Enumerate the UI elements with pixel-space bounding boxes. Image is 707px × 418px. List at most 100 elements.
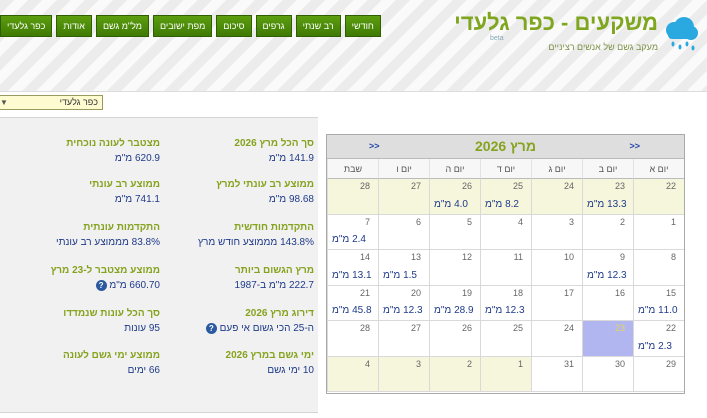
calendar-day[interactable]: 24 — [531, 179, 582, 215]
calendar-day[interactable]: 17 — [531, 285, 582, 321]
calendar-day[interactable]: 9 12.3 מ"מ — [582, 250, 633, 286]
calendar-day[interactable]: 3 — [378, 356, 429, 392]
day-number: 24 — [563, 323, 574, 333]
stat-avg-to-23: ממוצע מצטבר ל-23 מרץ 660.70 מ"מ ? — [6, 265, 160, 291]
calendar-day[interactable]: 1 — [480, 356, 531, 392]
calendar-day[interactable]: 6 — [378, 214, 429, 250]
header: משקעים - כפר גלעדי beta מעקב גשם של אנשי… — [0, 0, 707, 92]
calendar-day[interactable]: 20 12.3 מ"מ — [378, 285, 429, 321]
calendar-title: מרץ 2026 — [475, 138, 536, 154]
calendar-day[interactable]: 5 — [429, 214, 480, 250]
calendar-day[interactable]: 22 — [633, 179, 684, 215]
info-icon[interactable]: ? — [205, 323, 217, 334]
nav-rain-forecast[interactable]: מל"מ גשם — [95, 15, 149, 37]
nav-town[interactable]: כפר גלעדי — [0, 15, 53, 37]
calendar-day[interactable]: 2 — [429, 356, 480, 392]
main-nav: כפר גלעדי אודות מל"מ גשם מפת ישובים סיכו… — [0, 15, 385, 37]
day-rain-amount: 2.4 מ"מ — [332, 234, 366, 245]
site-subtitle: מעקב גשם של אנשים רציניים — [548, 42, 658, 52]
stat-value: 620.9 מ"מ — [114, 153, 160, 164]
calendar-next-button[interactable]: << — [629, 141, 640, 151]
day-number: 29 — [665, 358, 676, 369]
stat-label: סך הכל מרץ 2026 — [234, 138, 314, 149]
calendar-day[interactable]: 31 — [531, 356, 582, 392]
calendar-day[interactable]: 25 — [480, 321, 531, 357]
stat-monthly-progress: התקדמות חודשית 143.8% מממוצע חודש מרץ — [170, 222, 314, 248]
calendar-day[interactable]: 27 — [378, 179, 429, 215]
calendar-day[interactable]: 23 13.3 מ"מ — [582, 179, 633, 215]
calendar-day[interactable]: 27 — [378, 321, 429, 357]
calendar-header: << מרץ 2026 << — [327, 135, 684, 159]
nav-monthly[interactable]: חודשי — [344, 15, 381, 37]
calendar-day[interactable]: 13 1.5 מ"מ — [378, 250, 429, 286]
stat-label: מצטבר לעונה נוכחית — [66, 138, 160, 149]
day-number: 16 — [614, 287, 625, 298]
day-number: 21 — [359, 287, 370, 298]
day-rain-amount: 12.3 מ"מ — [485, 305, 525, 316]
day-rain-amount: 11.0 מ"מ — [638, 305, 678, 316]
day-number: 6 — [415, 216, 421, 227]
stat-label: ממוצע רב עונתי למרץ — [216, 179, 314, 190]
calendar-day-today[interactable]: 23 — [582, 321, 633, 357]
calendar-day[interactable]: 24 — [531, 321, 582, 357]
stat-rain-days: ימי גשם במרץ 2026 10 ימי גשם — [170, 350, 314, 376]
day-number: 26 — [461, 323, 472, 333]
calendar-day[interactable]: 28 — [327, 321, 378, 357]
rain-calendar: << מרץ 2026 << יום א יום ב יום ג יום ד יום ה… — [326, 134, 685, 394]
nav-towns-map[interactable]: מפת ישובים — [152, 15, 213, 37]
day-rain-amount: 1.5 מ"מ — [383, 269, 417, 281]
calendar-day[interactable]: 26 — [429, 321, 480, 357]
nav-graphs[interactable]: גרפים — [255, 15, 292, 37]
calendar-day[interactable]: 29 — [633, 356, 684, 392]
stat-value: 66 ימים — [127, 365, 160, 376]
calendar-day[interactable]: 26 4.0 מ"מ — [429, 179, 480, 215]
town-select[interactable]: כפר גלעדי ▼ — [0, 95, 103, 110]
calendar-day[interactable]: 10 — [531, 250, 582, 286]
calendar-prev-button[interactable]: << — [369, 141, 380, 151]
calendar-day[interactable]: 21 45.8 מ"מ — [327, 285, 378, 321]
stat-label: ממוצע רב עונתי — [89, 179, 160, 190]
day-rain-amount: 4.0 מ"מ — [434, 198, 468, 210]
stat-label: מרץ הגשום ביותר — [234, 265, 314, 276]
day-number: 1 — [517, 358, 523, 369]
info-icon[interactable]: ? — [95, 280, 107, 291]
calendar-day[interactable]: 2 — [582, 214, 633, 250]
day-number: 28 — [359, 181, 370, 191]
day-number: 18 — [512, 287, 523, 298]
stat-total-march: סך הכל מרץ 2026 141.9 מ"מ — [170, 138, 314, 164]
calendar-day[interactable]: 1 — [633, 214, 684, 250]
stat-value: 98.68 מ"מ — [268, 194, 314, 205]
nav-multiyear[interactable]: רב שנתי — [295, 15, 341, 37]
calendar-day[interactable]: 4 — [480, 214, 531, 250]
calendar-day[interactable]: 3 — [531, 214, 582, 250]
calendar-day[interactable]: 28 — [327, 179, 378, 215]
nav-about[interactable]: אודות — [56, 15, 92, 37]
calendar-day[interactable]: 14 13.1 מ"מ — [327, 250, 378, 286]
stat-label: סך הכל עונות שנמדדו — [63, 308, 160, 319]
chevron-down-icon: ▼ — [0, 98, 8, 107]
day-rain-amount: 13.3 מ"מ — [587, 198, 627, 210]
nav-summary[interactable]: סיכום — [216, 15, 252, 37]
calendar-day[interactable]: 25 8.2 מ"מ — [480, 179, 531, 215]
site-title[interactable]: משקעים - כפר גלעדי — [454, 10, 658, 35]
calendar-day[interactable]: 7 2.4 מ"מ — [327, 214, 378, 250]
calendar-day[interactable]: 22 2.3 מ"מ — [633, 321, 684, 357]
calendar-day[interactable]: 11 — [480, 250, 531, 286]
day-number: 12 — [461, 252, 472, 262]
stat-value: 222.7 מ"מ ב-1987 — [234, 280, 314, 291]
calendar-day[interactable]: 4 — [327, 356, 378, 392]
calendar-day[interactable]: 15 11.0 מ"מ — [633, 285, 684, 321]
day-rain-amount: 12.3 מ"מ — [383, 305, 423, 316]
stat-label: ממוצע ימי גשם לעונה — [63, 350, 160, 361]
calendar-day[interactable]: 18 12.3 מ"מ — [480, 285, 531, 321]
weekday-header: יום ה — [429, 159, 480, 179]
calendar-day[interactable]: 8 — [633, 250, 684, 286]
calendar-day[interactable]: 16 — [582, 285, 633, 321]
stat-label: ממוצע מצטבר ל-23 מרץ — [50, 265, 160, 276]
calendar-day[interactable]: 12 — [429, 250, 480, 286]
day-number: 23 — [614, 323, 625, 333]
day-number: 20 — [410, 287, 421, 298]
calendar-day[interactable]: 30 — [582, 356, 633, 392]
calendar-day[interactable]: 19 28.9 מ"מ — [429, 285, 480, 321]
day-number: 4 — [517, 216, 523, 227]
